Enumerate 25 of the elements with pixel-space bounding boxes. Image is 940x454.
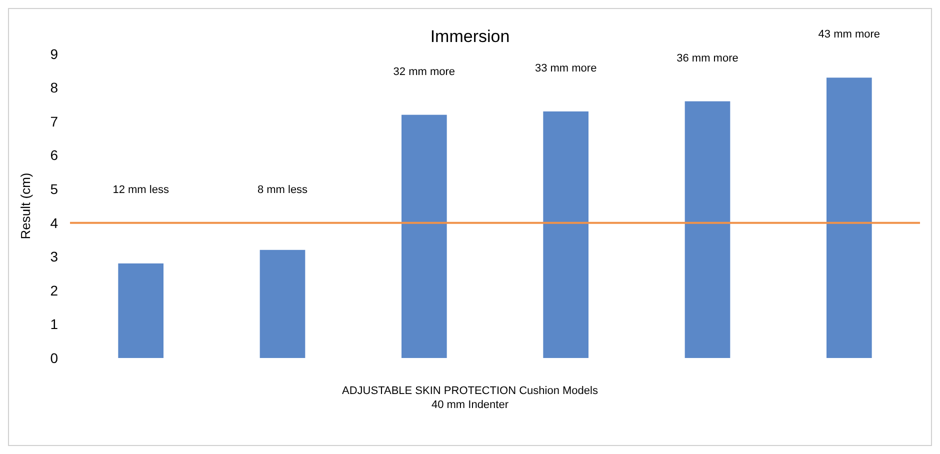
y-tick-label: 5 <box>50 181 58 198</box>
annotation: 33 mm more <box>534 62 597 74</box>
y-axis-title: Result (cm) <box>18 172 33 240</box>
y-tick-label: 4 <box>50 214 58 231</box>
annotation: 8 mm less <box>257 184 308 196</box>
bar <box>543 111 588 358</box>
y-tick-label: 0 <box>50 350 58 366</box>
annotation: 12 mm less <box>112 184 170 196</box>
bar <box>684 101 730 358</box>
y-tick-label: 3 <box>50 248 58 265</box>
y-tick-label: 2 <box>50 282 58 298</box>
bar <box>260 250 306 358</box>
y-tick-label: 8 <box>50 80 58 96</box>
text: 43 mm more <box>818 28 880 41</box>
y-tick-label: 9 <box>50 46 58 62</box>
y-tick-label: 7 <box>50 113 58 130</box>
bar <box>402 114 447 358</box>
chart-title: Immersion <box>430 27 510 46</box>
y-tick-label: 6 <box>50 147 58 164</box>
y-tick-label: 1 <box>50 316 58 332</box>
annotation: 36 mm more <box>676 52 738 64</box>
annotation: 32 mm more <box>393 66 456 78</box>
bar <box>826 78 872 358</box>
x-axis-title: ADJUSTABLE SKIN PROTECTION Cushion Models 40 mm Indenter <box>342 385 598 411</box>
bar <box>118 263 164 358</box>
